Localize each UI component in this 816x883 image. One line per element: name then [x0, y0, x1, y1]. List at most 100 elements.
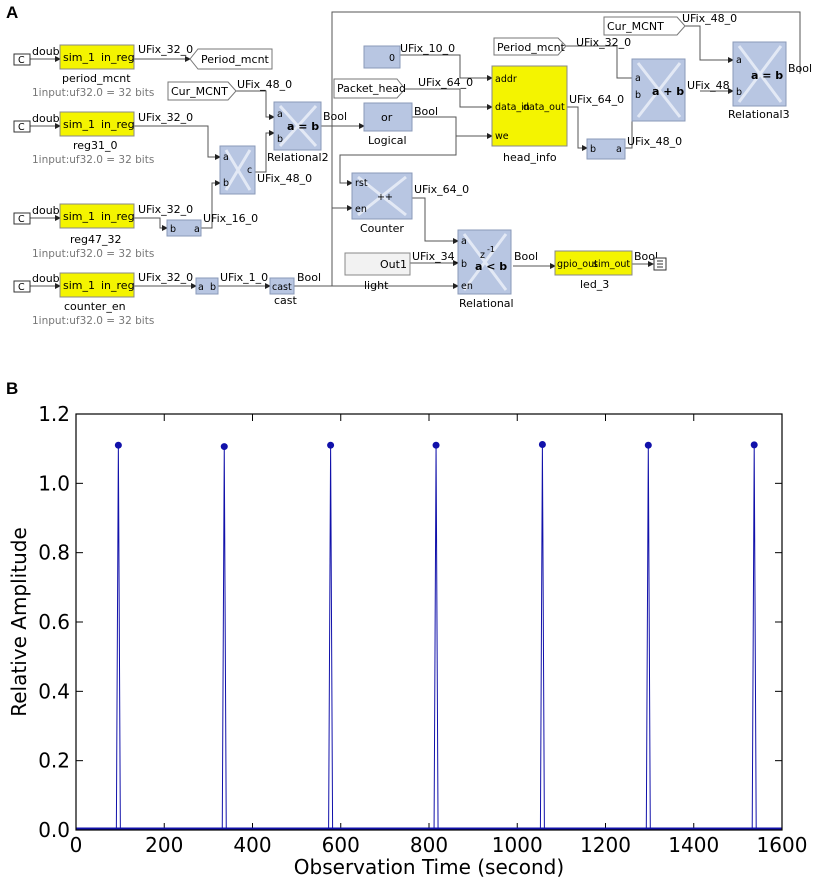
- svg-text:b: b: [461, 259, 467, 270]
- block-name: head_info: [503, 151, 557, 164]
- x-tick-label: 200: [145, 833, 183, 857]
- out1-block[interactable]: Out1: [344, 252, 411, 276]
- relational2-block[interactable]: a b a = b: [273, 101, 322, 151]
- sim-block-counter-en[interactable]: sim_1 in_reg: [59, 272, 135, 298]
- series-spike: [539, 444, 545, 831]
- svg-text:b: b: [210, 282, 216, 293]
- block-note: 1input:uf32.0 = 32 bits: [32, 87, 154, 99]
- block-note: 1input:uf32.0 = 32 bits: [32, 154, 154, 166]
- x-tick-label: 800: [410, 833, 448, 857]
- signal-type: Bool: [788, 62, 812, 75]
- relational-block[interactable]: a b en z -1 a < b: [457, 229, 512, 295]
- y-tick-label: 1.0: [38, 471, 70, 495]
- sim-block-reg47-32[interactable]: sim_1 in_reg: [59, 203, 135, 229]
- from-tag-cur-mcnt-right[interactable]: Cur_MCNT: [603, 16, 686, 36]
- y-tick-label: 0.4: [38, 679, 70, 703]
- block-name: Relational2: [267, 151, 329, 164]
- goto-tag-period-mcnt[interactable]: Period_mcnt: [189, 48, 273, 70]
- svg-text:0: 0: [389, 53, 395, 64]
- logical-block[interactable]: or: [363, 102, 413, 132]
- gateway-icon-glyph: C: [18, 55, 25, 66]
- cast-block[interactable]: cast: [269, 277, 295, 295]
- sim-block-reg31-0[interactable]: sim_1 in_reg: [59, 111, 135, 137]
- svg-text:a: a: [198, 282, 204, 293]
- from-tag-packet-head[interactable]: Packet_head: [333, 78, 406, 99]
- gateway-out-icon: [653, 257, 667, 271]
- head-info-block[interactable]: addr data_in data_out we: [491, 65, 568, 147]
- svg-text:sim_out: sim_out: [593, 259, 630, 270]
- gateway-icon-glyph: C: [18, 214, 25, 225]
- data-point: [432, 441, 440, 449]
- svg-text:sim_1: sim_1: [63, 51, 95, 64]
- block-name: Relational: [459, 297, 514, 310]
- x-tick-label: 600: [322, 833, 360, 857]
- y-axis-label: Relative Amplitude: [7, 527, 31, 717]
- svg-text:in_reg: in_reg: [101, 118, 135, 131]
- svg-text:en: en: [355, 204, 367, 215]
- adder-block[interactable]: a b a + b: [631, 58, 686, 122]
- data-point: [114, 441, 122, 449]
- svg-text:Cur_MCNT: Cur_MCNT: [607, 20, 664, 33]
- signal-type: UFix_64_0: [569, 93, 624, 106]
- concat-block[interactable]: a b c: [219, 145, 256, 195]
- data-point: [327, 441, 335, 449]
- signal-type: UFix_64_0: [418, 76, 473, 89]
- series-spike: [221, 446, 227, 831]
- signal-type: Bool: [634, 250, 658, 263]
- series-spikes: [114, 441, 758, 831]
- svg-text:data_out: data_out: [523, 102, 565, 113]
- svg-text:or: or: [381, 111, 393, 124]
- signal-type: UFix_16_0: [203, 212, 258, 225]
- plot-frame: [75, 413, 783, 831]
- signal-type: UFix_48: [687, 79, 730, 92]
- sim-block-period-mcnt[interactable]: sim_1 in_reg: [59, 44, 135, 70]
- slice-block-48[interactable]: b a: [586, 138, 626, 160]
- panel-a-label: A: [6, 3, 18, 22]
- x-tick-label: 1600: [757, 833, 808, 857]
- svg-text:sim_1: sim_1: [63, 210, 95, 223]
- signal-type: UFix_48_0: [237, 78, 292, 91]
- y-tick-label: 0.0: [38, 818, 70, 842]
- svg-text:b: b: [170, 224, 176, 235]
- svg-text:a = b: a = b: [287, 120, 319, 133]
- signal-type: UFix_1_0: [220, 271, 268, 284]
- svg-text:b: b: [590, 144, 596, 155]
- svg-text:a < b: a < b: [475, 260, 507, 273]
- signal-type: UFix_48_0: [257, 172, 312, 185]
- simulink-diagram: A C C: [6, 3, 812, 327]
- svg-text:b: b: [277, 134, 283, 145]
- y-tick-label: 0.6: [38, 610, 70, 634]
- series-spike: [751, 444, 757, 831]
- block-name: led_3: [580, 278, 609, 291]
- gateway-in-icons: C C C C: [13, 53, 31, 293]
- svg-text:c: c: [247, 165, 252, 176]
- x-tick-label: 1200: [580, 833, 631, 857]
- slice-block-b-a[interactable]: b a: [166, 219, 202, 237]
- block-name: Counter: [360, 222, 404, 235]
- from-tag-period-mcnt[interactable]: Period_mcnt: [493, 37, 567, 56]
- svg-text:a: a: [616, 144, 622, 155]
- svg-text:Out1: Out1: [380, 258, 407, 271]
- gpio-block-led3[interactable]: gpio_out sim_out: [554, 250, 633, 276]
- from-tag-cur-mcnt-left[interactable]: Cur_MCNT: [167, 81, 237, 101]
- svg-text:a = b: a = b: [751, 69, 783, 82]
- signal-type: UFix_32_0: [576, 36, 631, 49]
- relational3-block[interactable]: a b a = b: [732, 41, 787, 107]
- counter-block[interactable]: rst en ++: [351, 172, 413, 220]
- block-name: reg47_32: [70, 233, 122, 246]
- gateway-icon-glyph: C: [18, 122, 25, 133]
- block-name: counter_en: [64, 300, 126, 313]
- svg-text:b: b: [223, 178, 229, 189]
- data-point: [644, 441, 652, 449]
- svg-text:in_reg: in_reg: [101, 210, 135, 223]
- block-note: 1input:uf32.0 = 32 bits: [32, 315, 154, 327]
- svg-text:rst: rst: [355, 178, 368, 189]
- series-spike: [433, 445, 439, 831]
- signal-type: UFix_34_0: [412, 250, 467, 263]
- svg-text:data_in: data_in: [495, 102, 530, 113]
- signal-type: Bool: [414, 105, 438, 118]
- series-spike: [328, 445, 334, 831]
- constant-block[interactable]: 0: [363, 45, 401, 69]
- slice-block-a-b[interactable]: a b: [195, 277, 219, 295]
- svg-text:gpio_out: gpio_out: [557, 259, 598, 270]
